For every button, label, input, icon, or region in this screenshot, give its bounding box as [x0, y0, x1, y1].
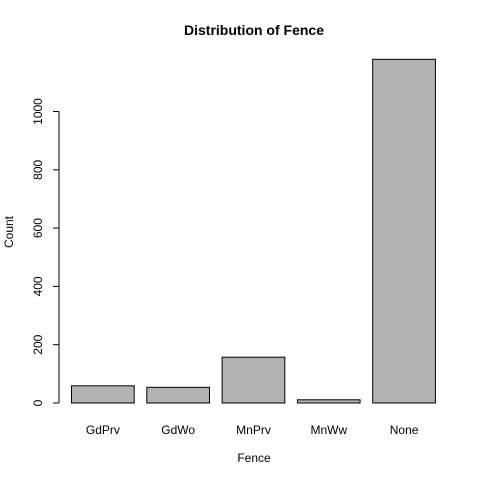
- x-tick-label-mnww: MnWw: [310, 423, 347, 437]
- y-tick-label: 1000: [31, 98, 45, 125]
- x-tick-label-gdprv: GdPrv: [86, 423, 120, 437]
- x-tick-label-gdwo: GdWo: [161, 423, 195, 437]
- x-axis-tick-labels: GdPrv GdWo MnPrv MnWw None: [86, 423, 419, 437]
- x-axis-label: Fence: [237, 451, 271, 465]
- bar-mnww: [296, 399, 361, 404]
- bar-gdprv: [71, 385, 135, 404]
- bars-group: [71, 58, 436, 404]
- chart-title: Distribution of Fence: [184, 22, 324, 38]
- y-tick-label: 200: [31, 334, 45, 354]
- bar-mnprv: [221, 356, 286, 404]
- x-tick-label-mnprv: MnPrv: [236, 423, 271, 437]
- y-tick-label: 800: [31, 159, 45, 179]
- y-tick-label: 0: [31, 399, 45, 406]
- x-tick-label-none: None: [390, 423, 419, 437]
- y-axis-label: Count: [2, 215, 16, 248]
- bar-none: [372, 58, 436, 404]
- y-tick-label: 600: [31, 218, 45, 238]
- bar-gdwo: [146, 386, 211, 404]
- y-axis: 0 200 400 600 800 1000: [31, 98, 60, 406]
- y-tick-label: 400: [31, 276, 45, 296]
